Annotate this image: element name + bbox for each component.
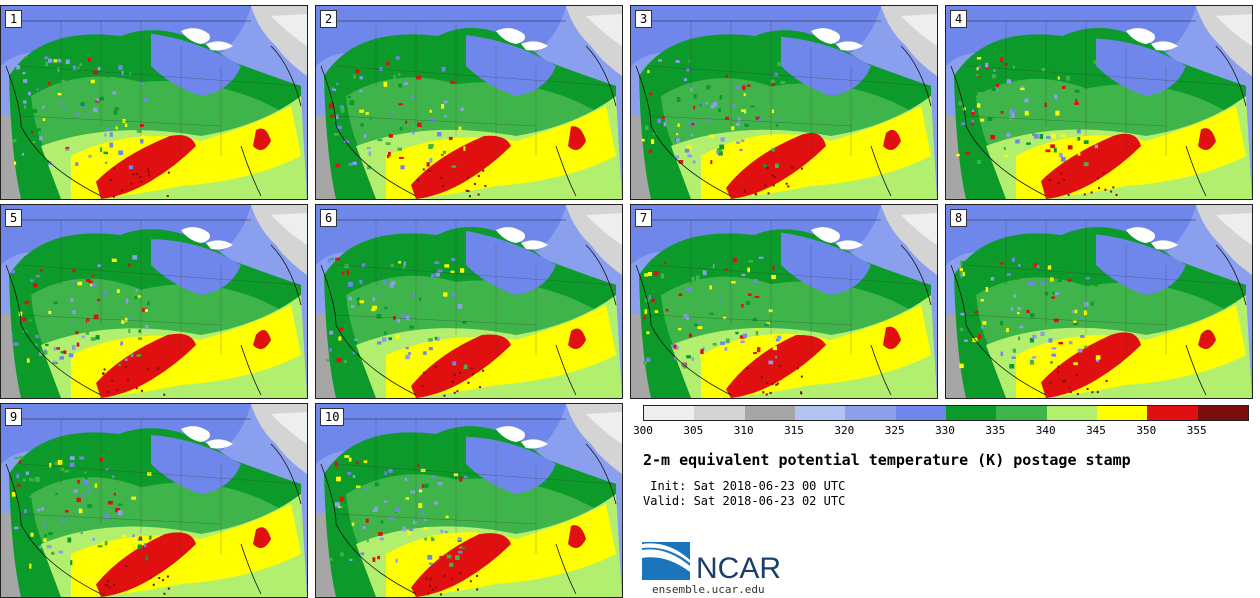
- field-map: [946, 205, 1252, 398]
- member-label: 5: [5, 209, 23, 227]
- member-panel-4: 4: [945, 5, 1253, 200]
- member-panel-1: 1: [0, 5, 308, 200]
- colorbar-swatch: [895, 406, 946, 420]
- colorbar-swatch: [744, 406, 795, 420]
- colorbar-tick-label: 315: [784, 424, 804, 437]
- colorbar-tick-label: 305: [683, 424, 704, 437]
- site-url: ensemble.ucar.edu: [652, 583, 765, 596]
- field-map: [631, 205, 937, 398]
- init-time: Init: Sat 2018-06-23 00 UTC: [643, 479, 846, 493]
- field-map: [316, 205, 622, 398]
- colorbar: [643, 405, 1249, 421]
- ncar-wordmark: NCAR: [696, 552, 781, 582]
- valid-time: Valid: Sat 2018-06-23 02 UTC: [643, 494, 846, 508]
- colorbar-ticks: 300 305 310 315 320 325 330 335 340 345 350 355: [633, 424, 1247, 438]
- plot-title: 2-m equivalent potential temperature (K)…: [643, 451, 1131, 469]
- colorbar-swatch: [1197, 406, 1248, 420]
- ncar-logo: NCAR: [642, 542, 781, 582]
- colorbar-swatch: [1046, 406, 1097, 420]
- field-map: [946, 6, 1252, 199]
- colorbar-swatch: [794, 406, 846, 420]
- member-label: 3: [635, 10, 653, 28]
- member-panel-2: 2: [315, 5, 623, 200]
- member-panel-5: 5: [0, 204, 308, 399]
- colorbar-tick-label: 350: [1136, 424, 1157, 437]
- field-map: [1, 205, 307, 398]
- colorbar-swatch: [1096, 406, 1148, 420]
- colorbar-swatch: [644, 406, 695, 420]
- member-panel-3: 3: [630, 5, 938, 200]
- colorbar-tick-label: 320: [834, 424, 855, 437]
- member-label: 1: [5, 10, 23, 28]
- field-map: [316, 6, 622, 199]
- field-map: [316, 404, 622, 597]
- colorbar-tick-label: 345: [1086, 424, 1106, 437]
- colorbar-swatch: [996, 406, 1047, 420]
- member-panel-9: 9: [0, 403, 308, 598]
- field-map: [1, 6, 307, 199]
- member-panel-6: 6: [315, 204, 623, 399]
- member-panel-10: 10: [315, 403, 623, 598]
- member-label: 9: [5, 408, 23, 426]
- colorbar-swatch: [1147, 406, 1198, 420]
- colorbar-tick-label: 355: [1186, 424, 1207, 437]
- colorbar-tick-label: 330: [935, 424, 955, 437]
- colorbar-swatch: [694, 406, 745, 420]
- colorbar-tick-label: 300: [633, 424, 653, 437]
- colorbar-tick-label: 340: [1035, 424, 1056, 437]
- member-panel-7: 7: [630, 204, 938, 399]
- member-label: 10: [320, 408, 345, 426]
- member-label: 7: [635, 209, 653, 227]
- member-panel-8: 8: [945, 204, 1253, 399]
- colorbar-tick-label: 335: [985, 424, 1006, 437]
- member-label: 4: [950, 10, 968, 28]
- member-label: 2: [320, 10, 338, 28]
- field-map: [631, 6, 937, 199]
- member-label: 8: [950, 209, 968, 227]
- colorbar-swatch: [945, 406, 997, 420]
- member-label: 6: [320, 209, 338, 227]
- colorbar-tick-label: 310: [733, 424, 754, 437]
- field-map: [1, 404, 307, 597]
- colorbar-tick-label: 325: [884, 424, 905, 437]
- colorbar-swatch: [845, 406, 896, 420]
